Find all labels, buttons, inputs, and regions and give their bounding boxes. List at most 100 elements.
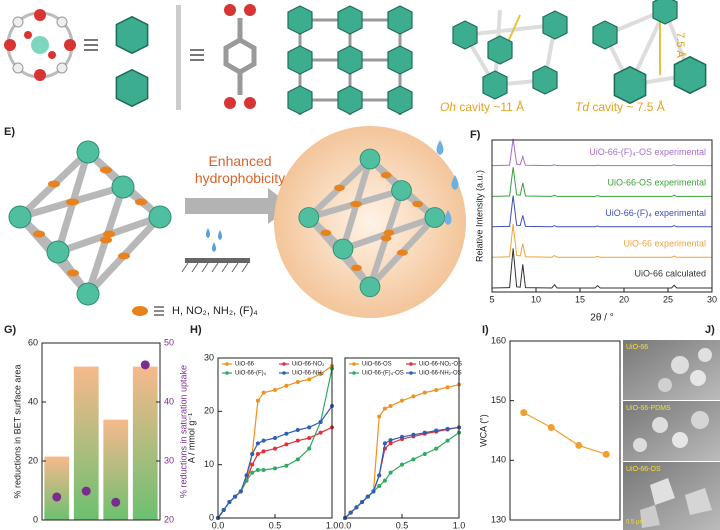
water-drops — [444, 210, 452, 225]
cluster — [48, 51, 56, 59]
framework — [386, 84, 414, 116]
arrow-text-line: Enhanced — [208, 153, 271, 169]
framework — [386, 4, 414, 36]
y-tick-label: 30 — [164, 455, 174, 465]
cluster — [4, 39, 16, 51]
data-point — [273, 466, 277, 471]
data-line — [523, 412, 607, 455]
td-label: Td cavity ~ 7.5 Å — [575, 99, 665, 114]
equivalence — [154, 306, 164, 316]
linker — [223, 37, 257, 75]
water-surface — [221, 262, 229, 273]
framework — [286, 84, 314, 116]
legend-label: UiO-66-NO₂-OS — [419, 362, 462, 368]
data-point — [250, 452, 255, 456]
data-point — [382, 406, 387, 411]
legend-marker — [225, 362, 229, 366]
xrd-pattern — [491, 138, 712, 167]
data-line — [344, 384, 460, 519]
framework — [386, 44, 414, 76]
panel-label: H) — [190, 324, 202, 336]
legend-label: UiO-66-NO₂ — [292, 362, 325, 368]
oh-label: Oh cavity ~11 Å — [440, 99, 524, 114]
xrd-pattern — [491, 167, 712, 197]
sem-images — [672, 432, 688, 448]
data-point — [434, 428, 439, 433]
data-line — [344, 432, 460, 519]
data-point — [365, 494, 370, 499]
data-point — [273, 446, 277, 451]
data-point — [388, 441, 393, 446]
uptake-dot — [81, 486, 91, 496]
x-tick-label: 30 — [707, 294, 717, 304]
axis-label: 2θ / ° — [590, 313, 613, 324]
framework — [286, 4, 314, 36]
data-point — [250, 470, 255, 475]
oh-cavity — [541, 9, 569, 41]
data-point — [284, 431, 289, 436]
td-cavity — [591, 19, 619, 51]
data-point — [377, 414, 382, 419]
data-point — [261, 438, 266, 443]
x-tick-label: 1.0 — [326, 520, 339, 530]
uptake-dot — [111, 497, 121, 507]
water-surface — [218, 230, 222, 240]
data-point — [445, 426, 450, 431]
series-label: UiO-66-(F)₄ experimental — [605, 208, 706, 218]
y-tick-label: 0 — [209, 512, 214, 522]
cluster — [24, 31, 32, 39]
y-tick-label: 150 — [491, 395, 506, 405]
framework — [336, 44, 364, 76]
data-point — [400, 462, 404, 467]
oh-text: cavity ~11 Å — [459, 99, 524, 114]
x-tick-label: 20 — [619, 294, 629, 304]
x-tick-label: 25 — [663, 294, 673, 304]
data-point — [602, 450, 610, 458]
x-tick-label: 0.5 — [396, 520, 409, 530]
water-drops — [451, 175, 459, 190]
data-point — [318, 420, 323, 424]
legend-marker — [409, 362, 413, 366]
sem-images — [685, 488, 712, 515]
td-cavity — [651, 0, 679, 26]
data-point — [233, 494, 238, 499]
sem-images — [650, 478, 675, 505]
xrd-pattern — [491, 223, 712, 258]
cluster — [56, 62, 68, 74]
x-tick-label: 0.0 — [339, 520, 352, 530]
data-point — [382, 441, 387, 446]
td-text: cavity ~ 7.5 Å — [592, 99, 664, 114]
scale-bar: 0.5 μm — [626, 520, 644, 526]
axis-label: Relative Intensity (a.u.) — [474, 170, 484, 262]
oh-symbol: Oh — [440, 100, 456, 114]
cluster — [12, 16, 24, 28]
data-point — [400, 398, 404, 403]
data-point — [227, 500, 232, 504]
panel-label: I) — [482, 324, 489, 336]
y-tick-label: 20 — [28, 455, 38, 465]
data-point — [434, 388, 439, 392]
legend-label: UiO-66-(F)₄-OS — [362, 371, 404, 377]
data-point — [422, 390, 427, 395]
hydrophobic-halo — [274, 126, 466, 318]
plot-frame — [491, 139, 713, 293]
water-surface — [206, 228, 210, 238]
y-tick-label: 40 — [28, 396, 38, 406]
td-symbol: Td — [575, 100, 589, 114]
oh-cavity — [531, 64, 559, 96]
data-point — [284, 442, 289, 447]
data-point — [221, 508, 226, 512]
data-point — [411, 432, 416, 437]
data-point — [244, 473, 249, 478]
legend-text: H, NO₂, NH₂, (F)₄ — [172, 305, 258, 317]
oh-cavity — [481, 69, 509, 101]
cluster — [34, 9, 46, 21]
data-point — [261, 390, 266, 395]
uptake-dot — [52, 492, 62, 502]
uptake-dot — [140, 360, 150, 370]
panel-label: G) — [4, 324, 17, 336]
legend-label: UiO-66-NH₂ — [292, 371, 325, 377]
water-surface — [181, 262, 189, 273]
series-label: UiO-66 experimental — [623, 238, 706, 248]
cluster — [34, 69, 46, 81]
